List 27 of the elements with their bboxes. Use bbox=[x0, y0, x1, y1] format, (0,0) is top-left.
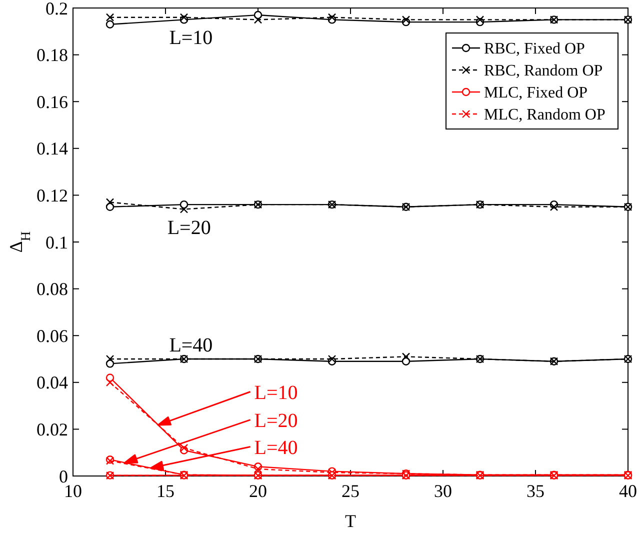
x-tick-label: 20 bbox=[249, 481, 267, 501]
legend-label: MLC, Random OP bbox=[484, 106, 606, 124]
x-tick-label: 35 bbox=[526, 481, 544, 501]
x-tick-label: 30 bbox=[434, 481, 452, 501]
annotation: L=40 bbox=[254, 436, 298, 459]
legend-label: MLC, Fixed OP bbox=[484, 84, 588, 102]
x-tick-label: 15 bbox=[156, 481, 174, 501]
y-tick-label: 0.18 bbox=[36, 45, 68, 66]
annotation: L=40 bbox=[169, 334, 213, 356]
y-tick-label: 0.2 bbox=[46, 0, 68, 18]
x-axis-title: T bbox=[345, 511, 356, 531]
y-tick-label: 0.02 bbox=[36, 420, 68, 440]
annotation: L=20 bbox=[167, 217, 211, 240]
annotation: L=20 bbox=[254, 410, 298, 432]
annotation: L=10 bbox=[169, 26, 213, 49]
annotation: L=10 bbox=[254, 382, 298, 404]
y-tick-label: 0.12 bbox=[36, 186, 68, 206]
y-tick-label: 0.16 bbox=[36, 92, 68, 112]
y-tick-label: 0.06 bbox=[36, 326, 68, 346]
y-tick-label: 0.08 bbox=[36, 279, 68, 300]
x-tick-label: 40 bbox=[619, 481, 637, 501]
legend-label: RBC, Fixed OP bbox=[484, 40, 586, 58]
x-tick-label: 25 bbox=[342, 481, 360, 501]
y-tick-label: 0.1 bbox=[46, 232, 68, 252]
y-tick-label: 0.04 bbox=[36, 372, 68, 393]
legend-label: RBC, Random OP bbox=[484, 62, 603, 80]
y-tick-label: 0.14 bbox=[36, 138, 68, 159]
